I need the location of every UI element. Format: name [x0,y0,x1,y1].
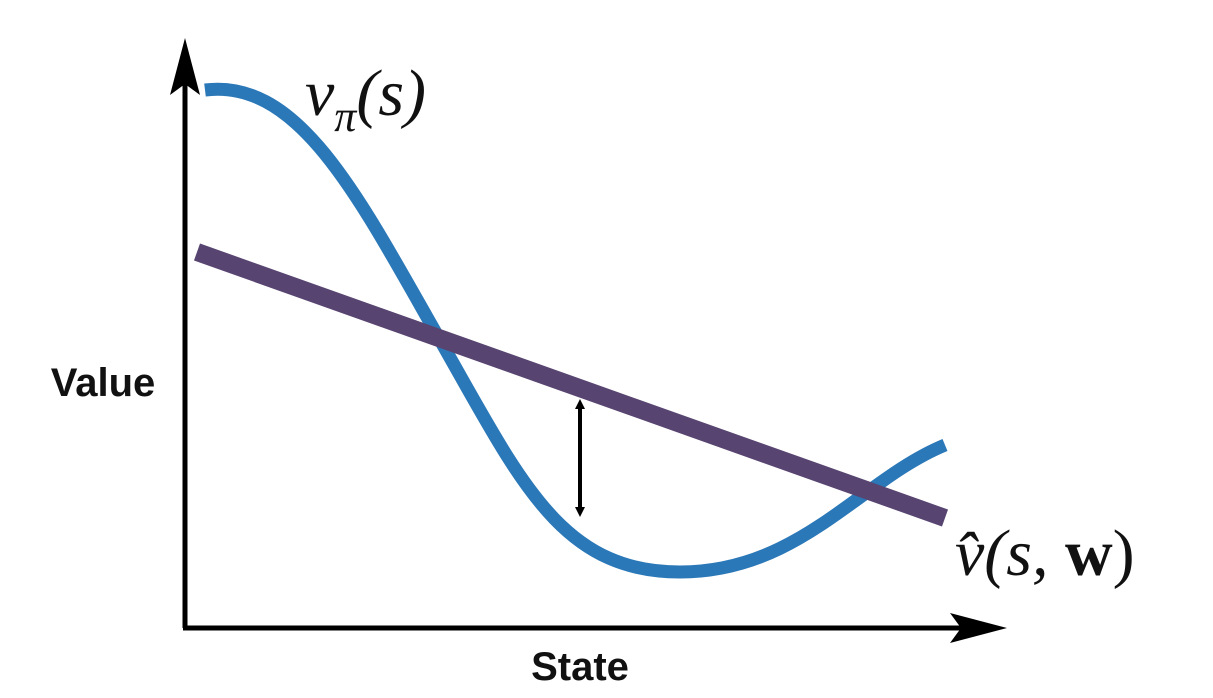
x-axis-arrow [950,613,1007,643]
label-args-close: ) [1113,517,1135,590]
label-base: v̂ [955,517,985,590]
true-value-curve [204,82,948,579]
label-weights: w [1065,517,1113,590]
approximation-line [193,243,949,527]
label-args: (s) [356,57,426,130]
label-args-open: (s, [984,517,1065,590]
label-subscript: π [334,92,358,141]
true-value-label: vπ(s) [305,57,426,141]
y-axis-arrow [170,38,200,95]
x-axis-label: State [531,645,629,689]
approximation-label: v̂(s, w) [955,517,1135,590]
y-axis-label: Value [51,361,156,405]
label-base: v [305,57,335,130]
